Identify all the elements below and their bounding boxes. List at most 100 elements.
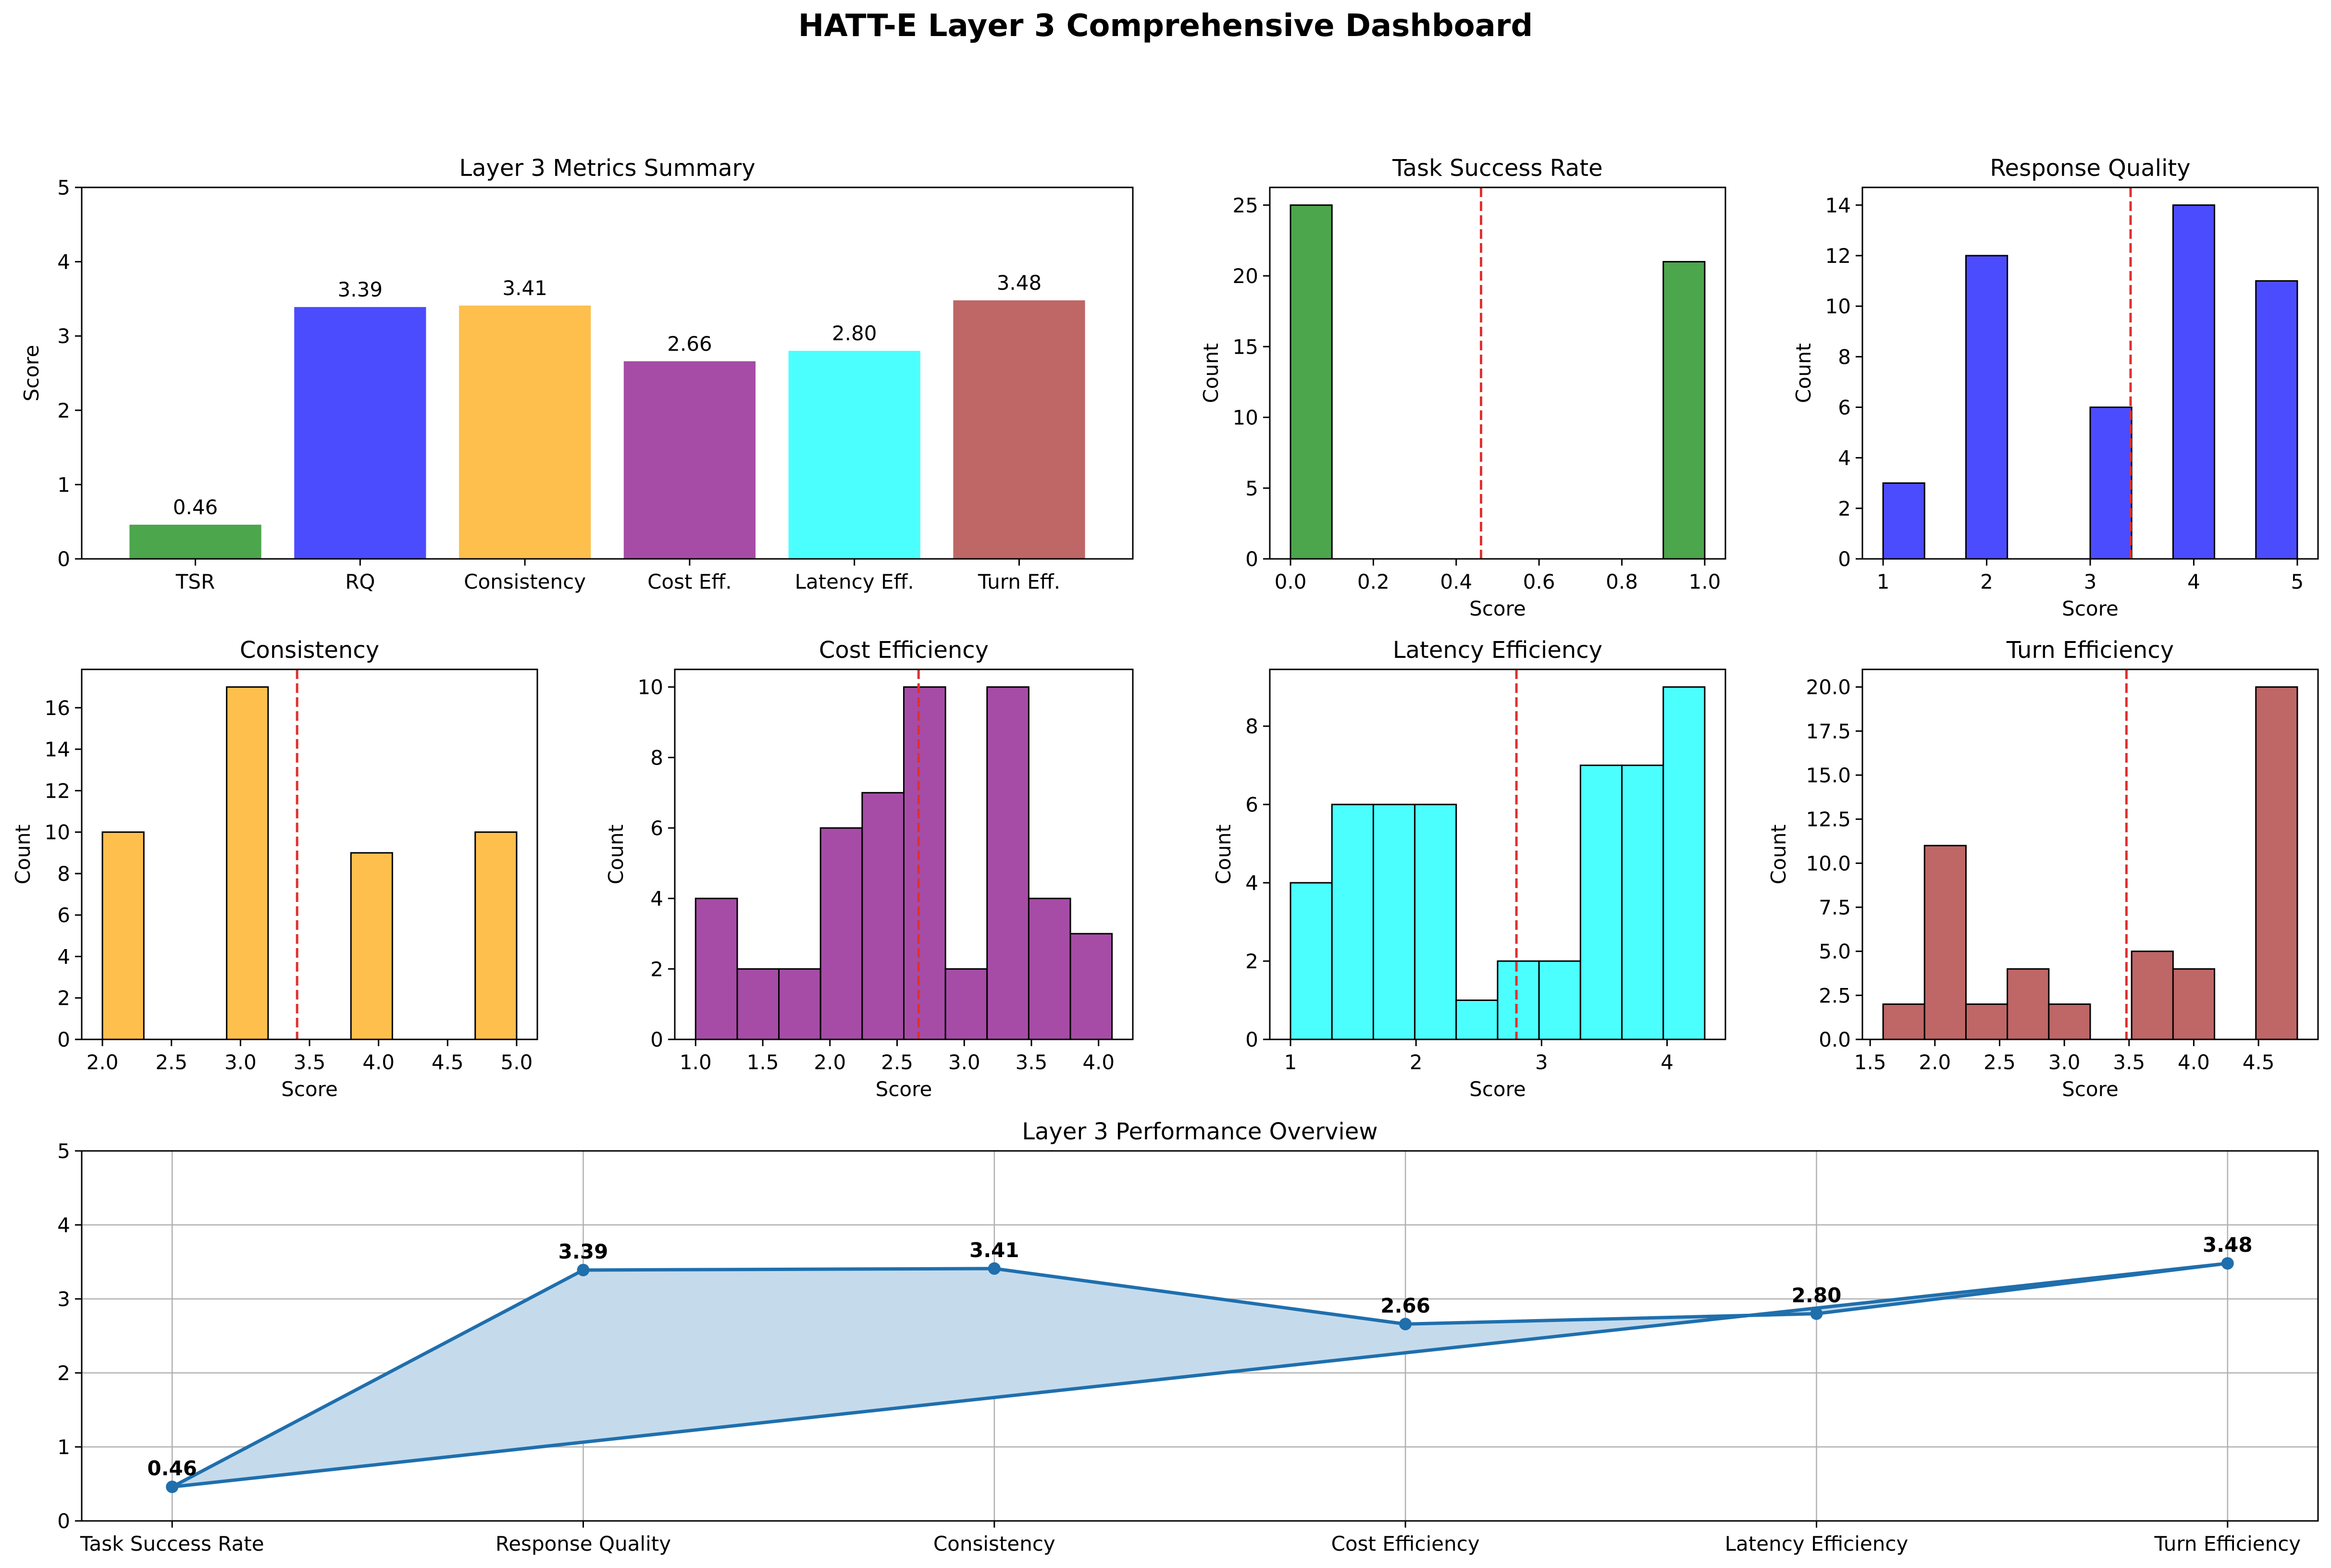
turn-y-tick-label: 5.0 xyxy=(1819,940,1851,963)
turn-y-tick-label: 15.0 xyxy=(1806,764,1851,787)
consistency-hist-bar-0 xyxy=(101,831,145,1040)
cost-x-tick-label: 4.0 xyxy=(1082,1050,1115,1074)
summary-x-tick-label: TSR xyxy=(175,570,215,593)
cost-x-tick-label: 3.5 xyxy=(1016,1050,1048,1074)
rq-x-tick-label: 3 xyxy=(2084,570,2097,593)
latency-x-tick-label: 3 xyxy=(1535,1050,1548,1074)
tsr-frame xyxy=(1269,186,1726,560)
overview-x-tick-label: Turn Efficiency xyxy=(2154,1532,2301,1556)
tsr-y-tick-label: 25 xyxy=(1233,194,1258,217)
latency-hist-bar-9 xyxy=(1662,686,1706,1040)
rq-y-tick-label: 8 xyxy=(1838,345,1851,369)
consistency-x-tick-label: 2.0 xyxy=(87,1050,119,1074)
summary-y-tick-label: 0 xyxy=(57,547,70,571)
turn-histogram: 0.0 2.5 5.0 7.5 10.0 12.5 15.0 17.5 20.0 1.5 2.0 2.… xyxy=(1767,637,2319,1101)
cost-histogram: 0 2 4 6 8 10 1.0 1.5 2.0 2.5 3.0 3.5 4.0 Cost Efficie… xyxy=(604,637,1134,1101)
latency-title: Latency Efficiency xyxy=(1393,637,1602,664)
consistency-hist-bar-3 xyxy=(226,686,269,1040)
rq-x-tick-label: 4 xyxy=(2187,570,2200,593)
overview-y-tick-label: 0 xyxy=(57,1509,70,1533)
latency-y-tick-label: 8 xyxy=(1245,715,1258,738)
rq-x-axis-label: Score xyxy=(2062,597,2119,620)
tsr-x-tick-label: 0.2 xyxy=(1357,570,1389,593)
summary-bar-5 xyxy=(953,300,1085,559)
rq-y-axis-label: Count xyxy=(1792,343,1815,403)
turn-y-tick-label: 7.5 xyxy=(1819,896,1851,919)
rq-hist-bar-9 xyxy=(2255,280,2298,560)
turn-x-tick-label: 1.5 xyxy=(1854,1050,1886,1074)
consistency-x-tick-label: 3.0 xyxy=(224,1050,257,1074)
summary-bar-2 xyxy=(459,305,591,559)
turn-x-tick-label: 4.5 xyxy=(2243,1050,2275,1074)
overview-value-label: 0.46 xyxy=(147,1457,197,1480)
overview-y-tick-label: 5 xyxy=(57,1139,70,1163)
cost-hist-bar-5 xyxy=(903,686,946,1040)
cost-hist-bar-6 xyxy=(944,968,988,1040)
overview-y-tick-label: 2 xyxy=(57,1361,70,1385)
cost-y-tick-label: 0 xyxy=(650,1028,663,1051)
summary-frame xyxy=(81,186,1134,560)
rq-x-tick-label: 1 xyxy=(1877,570,1890,593)
latency-y-tick-label: 2 xyxy=(1245,950,1258,973)
summary-bar-chart: 0.46 3.39 3.41 2.66 2.80 3.48 0 1 2 3 4 5 TSR RQ Consi… xyxy=(20,155,1134,593)
cost-y-tick-label: 6 xyxy=(650,816,663,840)
rq-y-tick-label: 4 xyxy=(1838,446,1851,470)
rq-x-tick-label: 2 xyxy=(1980,570,1993,593)
consistency-title: Consistency xyxy=(240,637,379,664)
rq-y-tick-label: 12 xyxy=(1825,244,1851,268)
turn-frame xyxy=(1861,668,2319,1040)
latency-y-tick-label: 4 xyxy=(1245,871,1258,895)
overview-x-tick-label: Latency Efficiency xyxy=(1725,1532,1909,1556)
consistency-y-axis-label: Count xyxy=(11,825,35,885)
summary-y-tick-label: 1 xyxy=(57,473,70,496)
overview-value-label: 3.41 xyxy=(969,1238,1019,1262)
latency-hist-bar-6 xyxy=(1538,960,1581,1040)
tsr-x-tick-label: 1.0 xyxy=(1689,570,1721,593)
latency-hist-bar-4 xyxy=(1455,1000,1499,1040)
consistency-y-tick-label: 12 xyxy=(45,779,70,803)
page-title: HATT-E Layer 3 Comprehensive Dashboard xyxy=(798,8,1533,44)
summary-value-label: 2.80 xyxy=(832,321,877,345)
turn-hist-bar-1 xyxy=(1923,845,1967,1040)
overview-y-tick-label: 3 xyxy=(57,1287,70,1311)
summary-value-label: 3.39 xyxy=(338,278,383,301)
consistency-y-tick-label: 10 xyxy=(45,821,70,844)
summary-x-tick-label: RQ xyxy=(345,570,375,593)
summary-title: Layer 3 Metrics Summary xyxy=(459,155,755,182)
consistency-hist-bar-6 xyxy=(350,852,393,1040)
cost-hist-bar-3 xyxy=(819,827,863,1040)
cost-hist-bar-4 xyxy=(861,792,905,1040)
turn-y-axis-label: Count xyxy=(1767,825,1790,885)
latency-hist-bar-1 xyxy=(1331,803,1374,1040)
cost-title: Cost Efficiency xyxy=(819,637,989,664)
consistency-x-tick-label: 3.5 xyxy=(294,1050,326,1074)
turn-hist-bar-6 xyxy=(2131,951,2174,1040)
cost-y-tick-label: 10 xyxy=(638,676,663,699)
turn-hist-bar-9 xyxy=(2255,686,2298,1040)
cost-hist-bar-7 xyxy=(986,686,1029,1040)
overview-x-tick-label: Consistency xyxy=(933,1532,1055,1556)
tsr-y-tick-label: 20 xyxy=(1233,264,1258,288)
summary-x-tick-label: Latency Eff. xyxy=(795,570,914,593)
cost-hist-bar-2 xyxy=(778,968,821,1040)
cost-x-tick-label: 1.0 xyxy=(680,1050,712,1074)
latency-frame xyxy=(1269,668,1726,1040)
consistency-x-tick-label: 5.0 xyxy=(501,1050,533,1074)
cost-y-axis-label: Count xyxy=(604,825,628,885)
turn-y-tick-label: 20.0 xyxy=(1806,676,1851,699)
summary-y-tick-label: 3 xyxy=(57,324,70,348)
turn-x-tick-label: 4.0 xyxy=(2178,1050,2210,1074)
summary-x-tick-label: Cost Eff. xyxy=(647,570,732,593)
latency-x-tick-label: 4 xyxy=(1661,1050,1674,1074)
summary-bar-1 xyxy=(294,307,426,559)
summary-value-label: 3.48 xyxy=(997,271,1042,295)
summary-x-tick-label: Turn Eff. xyxy=(978,570,1060,593)
cost-x-tick-label: 2.5 xyxy=(881,1050,913,1074)
turn-x-tick-label: 2.0 xyxy=(1919,1050,1951,1074)
rq-x-tick-label: 5 xyxy=(2291,570,2304,593)
consistency-y-tick-label: 6 xyxy=(57,903,70,927)
tsr-y-tick-label: 0 xyxy=(1245,547,1258,571)
consistency-x-tick-label: 4.5 xyxy=(432,1050,464,1074)
